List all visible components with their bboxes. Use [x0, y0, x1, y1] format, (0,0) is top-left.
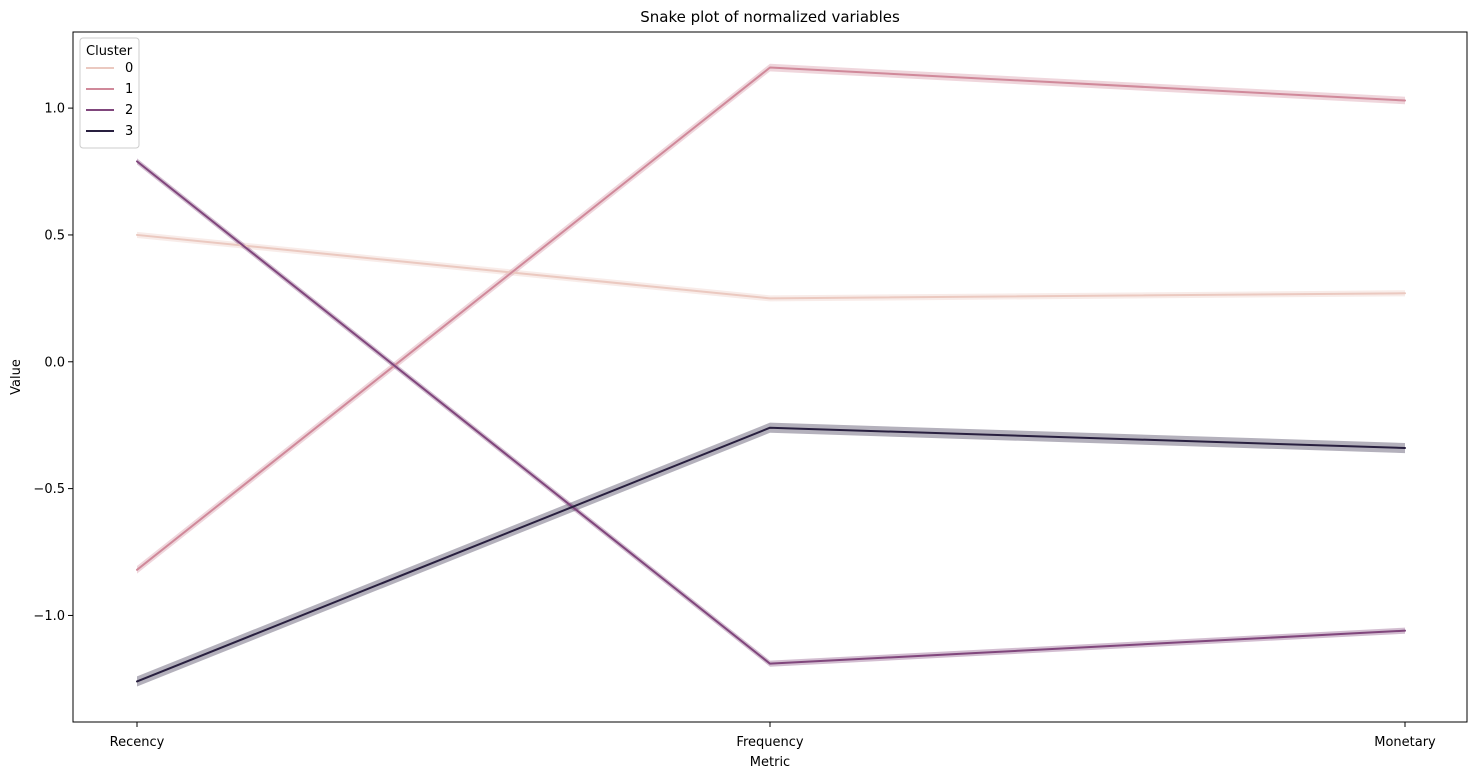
- y-tick-label: 0.5: [44, 228, 65, 243]
- legend-label-cluster-0: 0: [125, 61, 133, 76]
- legend: Cluster 0 1 2 3: [79, 37, 140, 149]
- series-line-cluster-0: [136, 233, 1406, 300]
- y-tick-label: −0.5: [33, 482, 65, 497]
- y-tick-label: 0.0: [44, 355, 65, 370]
- x-tick-label: Frequency: [736, 735, 803, 750]
- legend-label-cluster-1: 1: [125, 82, 133, 97]
- legend-label-cluster-3: 3: [125, 124, 133, 139]
- confidence-band-cluster-0: [137, 231, 1405, 302]
- series-lines: [136, 66, 1406, 683]
- confidence-band-cluster-2: [137, 158, 1405, 667]
- confidence-bands: [137, 63, 1405, 687]
- legend-entries: 0 1 2 3: [86, 61, 133, 139]
- chart-title: Snake plot of normalized variables: [640, 8, 900, 26]
- x-axis-ticks: Recency Frequency Monetary: [110, 722, 1436, 750]
- confidence-band-cluster-1: [137, 63, 1405, 574]
- series-line-cluster-1: [136, 66, 1406, 571]
- legend-title: Cluster: [86, 44, 133, 59]
- x-tick-label: Recency: [110, 735, 165, 750]
- y-tick-label: 1.0: [44, 102, 65, 117]
- x-axis-label: Metric: [750, 755, 790, 770]
- legend-box: [79, 37, 140, 149]
- y-axis-ticks: 1.0 0.5 0.0 −0.5 −1.0: [33, 102, 73, 624]
- series-line-cluster-2: [136, 160, 1406, 665]
- series-line-cluster-3: [136, 426, 1406, 683]
- x-tick-label: Monetary: [1374, 735, 1436, 750]
- y-tick-label: −1.0: [33, 609, 65, 624]
- confidence-band-cluster-3: [137, 422, 1405, 687]
- legend-label-cluster-2: 2: [125, 103, 133, 118]
- y-axis-label: Value: [9, 359, 24, 395]
